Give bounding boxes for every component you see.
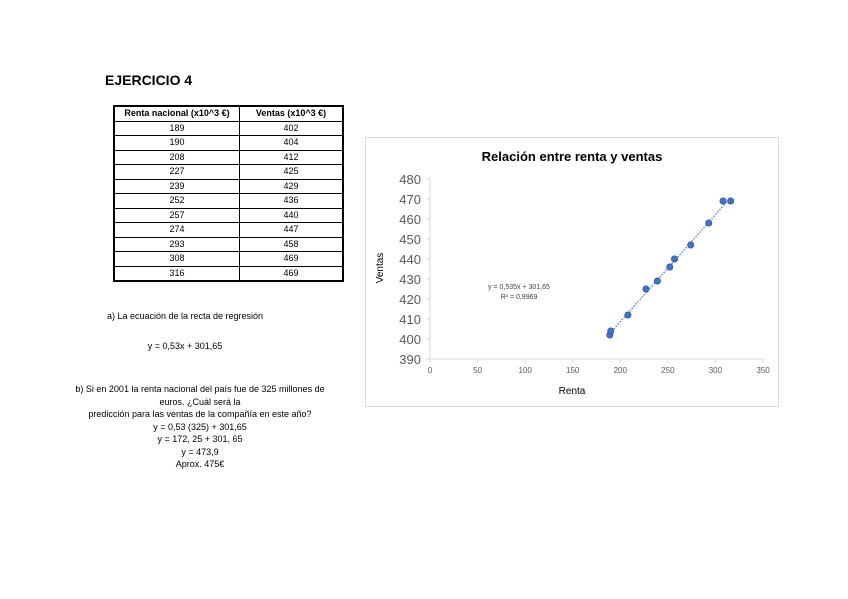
data-point xyxy=(624,311,632,319)
part-b: b) Si en 2001 la renta nacional del país… xyxy=(40,383,360,471)
x-tick-label: 300 xyxy=(709,366,723,375)
cell-renta: 274 xyxy=(113,222,240,238)
cell-renta: 257 xyxy=(113,207,240,223)
data-point xyxy=(705,219,713,227)
cell-ventas: 404 xyxy=(239,135,344,151)
cell-ventas: 447 xyxy=(239,222,344,238)
header-ventas: Ventas (x10^3 €) xyxy=(239,105,344,122)
cell-ventas: 425 xyxy=(239,164,344,180)
part-b-line: y = 0,53 (325) + 301,65 xyxy=(153,421,247,432)
cell-renta: 308 xyxy=(113,251,240,267)
part-a-answer: y = 0,53x + 301,65 xyxy=(147,341,223,351)
table-row: 274 447 xyxy=(113,222,344,238)
x-tick-label: 50 xyxy=(473,366,482,375)
data-point xyxy=(642,285,650,293)
cell-renta: 208 xyxy=(113,149,240,165)
table-row: 257 440 xyxy=(113,207,344,223)
chart-title: Relación entre renta y ventas xyxy=(482,149,663,164)
y-tick-label: 430 xyxy=(399,272,421,287)
trendline-equation: y = 0,535x + 301,65 xyxy=(488,284,550,291)
data-point xyxy=(727,197,735,205)
cell-renta: 252 xyxy=(113,193,240,209)
cell-ventas: 469 xyxy=(239,265,344,282)
data-point xyxy=(607,327,615,335)
cell-renta: 190 xyxy=(113,135,240,151)
data-point xyxy=(666,263,674,271)
trendline-r2: R² = 0,9969 xyxy=(501,294,538,301)
y-tick-label: 450 xyxy=(399,232,421,247)
part-b-line: Aprox. 475€ xyxy=(175,459,225,469)
x-tick-label: 100 xyxy=(518,366,532,375)
y-tick-label: 470 xyxy=(399,192,421,207)
table-row: 252 436 xyxy=(113,193,344,209)
table-row: 189 402 xyxy=(113,120,344,136)
y-tick-label: 390 xyxy=(399,352,421,367)
part-b-line: y = 473,9 xyxy=(181,446,219,457)
data-table: Renta nacional (x10^3 €) Ventas (x10^3 €… xyxy=(113,105,344,282)
cell-ventas: 402 xyxy=(239,120,344,136)
cell-ventas: 429 xyxy=(239,178,344,194)
y-tick-label: 460 xyxy=(399,212,421,227)
y-tick-label: 440 xyxy=(399,252,421,267)
cell-renta: 293 xyxy=(113,236,240,252)
cell-renta: 189 xyxy=(113,120,240,136)
header-renta: Renta nacional (x10^3 €) xyxy=(113,105,240,122)
cell-ventas: 469 xyxy=(239,251,344,267)
data-point xyxy=(687,241,695,249)
y-axis-label: Ventas xyxy=(375,253,386,284)
y-tick-label: 420 xyxy=(399,292,421,307)
cell-ventas: 412 xyxy=(239,149,344,165)
exercise-title: EJERCICIO 4 xyxy=(105,72,193,88)
x-tick-label: 200 xyxy=(614,366,628,375)
cell-renta: 239 xyxy=(113,178,240,194)
table-header-row: Renta nacional (x10^3 €) Ventas (x10^3 €… xyxy=(113,105,344,122)
y-tick-label: 410 xyxy=(399,312,421,327)
y-tick-label: 400 xyxy=(399,332,421,347)
data-point xyxy=(719,197,727,205)
part-b-line: euros. ¿Cuál será la xyxy=(159,396,241,407)
cell-ventas: 440 xyxy=(239,207,344,223)
cell-ventas: 436 xyxy=(239,193,344,209)
y-tick-label: 480 xyxy=(399,172,421,187)
cell-ventas: 458 xyxy=(239,236,344,252)
part-b-line: b) Si en 2001 la renta nacional del país… xyxy=(75,384,325,394)
data-point xyxy=(671,255,679,263)
x-axis-label: Renta xyxy=(559,386,586,397)
x-tick-label: 250 xyxy=(661,366,675,375)
table-row: 308 469 xyxy=(113,251,344,267)
part-b-line: predicción para las ventas de la compañí… xyxy=(88,409,312,419)
cell-renta: 316 xyxy=(113,265,240,282)
table-row: 227 425 xyxy=(113,164,344,180)
table-row: 208 412 xyxy=(113,149,344,165)
cell-renta: 227 xyxy=(113,164,240,180)
table-row: 239 429 xyxy=(113,178,344,194)
part-b-line: y = 172, 25 + 301, 65 xyxy=(157,434,243,444)
table-row: 316 469 xyxy=(113,265,344,282)
table-row: 293 458 xyxy=(113,236,344,252)
x-tick-label: 350 xyxy=(756,366,770,375)
data-point xyxy=(653,277,661,285)
table-row: 190 404 xyxy=(113,135,344,151)
x-tick-label: 150 xyxy=(566,366,580,375)
x-tick-label: 0 xyxy=(428,366,433,375)
part-a-question: a) La ecuación de la recta de regresión xyxy=(106,311,264,321)
chart-svg: Relación entre renta y ventas Renta Vent… xyxy=(375,149,770,397)
scatter-chart: Relación entre renta y ventas Renta Vent… xyxy=(365,137,779,407)
